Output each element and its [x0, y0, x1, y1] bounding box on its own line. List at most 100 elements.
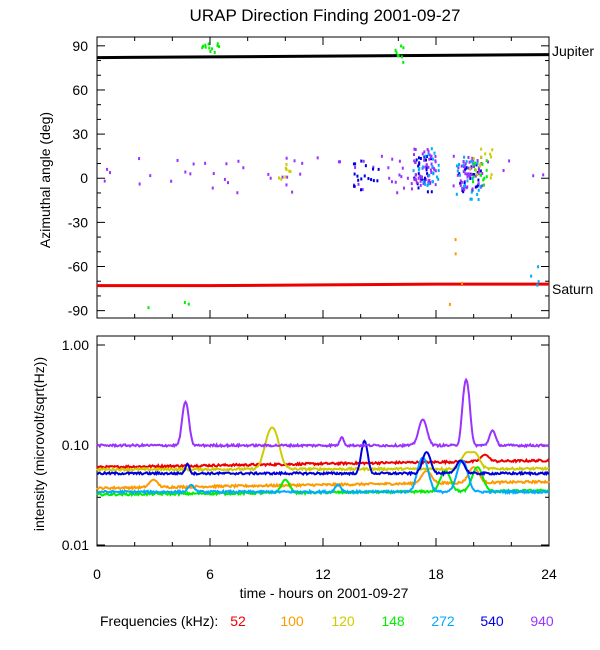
intensity-series-100 [96, 466, 550, 491]
azimuth-point-120 [490, 155, 493, 159]
azimuth-point-272 [470, 190, 473, 194]
azimuth-point-540 [370, 178, 373, 182]
azimuth-point-940 [471, 156, 474, 160]
azimuth-point-940 [401, 166, 404, 170]
azimuth-point-940 [464, 162, 467, 166]
azimuth-point-540 [458, 172, 461, 176]
azimuth-point-540 [465, 166, 468, 170]
azimuth-point-120 [280, 177, 283, 181]
azimuth-point-148 [204, 45, 207, 49]
azimuth-point-272 [417, 168, 420, 172]
azimuth-point-272 [437, 163, 440, 167]
azimuth-point-940 [428, 153, 431, 157]
azimuth-point-940 [463, 164, 466, 168]
azimuth-point-940 [236, 191, 239, 195]
azimuth-point-148 [202, 44, 205, 48]
azimuth-point-148 [395, 51, 398, 55]
azimuth-point-540 [353, 184, 356, 188]
azimuth-point-940 [426, 147, 429, 151]
azimuth-point-272 [424, 182, 427, 186]
azimuth-point-940 [542, 173, 545, 177]
azimuth-point-940 [357, 182, 360, 186]
azimuth-point-940 [414, 148, 417, 152]
azimuth-point-272 [427, 152, 430, 156]
azimuth-point-540 [417, 172, 420, 176]
azimuth-point-940 [466, 172, 469, 176]
intensity-ytick-label: 0.10 [62, 437, 89, 453]
azimuth-point-272 [427, 182, 430, 186]
azimuth-point-940 [427, 149, 430, 153]
azimuth-point-940 [430, 155, 433, 159]
x-tick-label: 12 [315, 566, 331, 582]
x-tick-label: 0 [93, 566, 101, 582]
azimuth-point-940 [481, 184, 484, 188]
azimuth-point-940 [461, 186, 464, 190]
azimuth-point-940 [281, 175, 284, 179]
intensity-series-540 [96, 439, 550, 477]
azimuth-point-120 [490, 173, 493, 177]
azimuth-point-540 [360, 177, 363, 181]
azimuth-point-148 [472, 175, 475, 179]
azimuth-point-148 [485, 168, 488, 172]
azimuth-ytick-label: 0 [80, 170, 88, 186]
azimuth-point-940 [427, 179, 430, 183]
azimuth-point-940 [237, 159, 240, 163]
azimuth-point-120 [478, 164, 481, 168]
azimuth-point-148 [213, 51, 216, 55]
azimuth-point-272 [462, 163, 465, 167]
azimuth-point-940 [413, 159, 416, 163]
x-tick-label: 18 [428, 566, 444, 582]
azimuth-point-272 [537, 280, 540, 284]
azimuth-point-940 [361, 188, 364, 192]
azimuth-point-540 [463, 181, 466, 185]
azimuth-point-940 [433, 167, 436, 171]
azimuth-point-940 [390, 180, 393, 184]
azimuth-point-540 [377, 167, 380, 171]
azimuth-point-940 [434, 160, 437, 164]
azimuth-point-272 [431, 180, 434, 184]
azimuth-ytick-label: -60 [68, 259, 88, 275]
azimuth-point-540 [459, 181, 462, 185]
azimuth-point-272 [431, 157, 434, 161]
azimuth-point-272 [476, 192, 479, 196]
azimuth-point-148 [482, 178, 485, 182]
azimuth-point-940 [380, 154, 383, 158]
azimuth-point-272 [422, 165, 425, 169]
azimuth-point-272 [437, 177, 440, 181]
azimuth-point-940 [269, 176, 272, 180]
azimuth-point-148 [216, 42, 219, 46]
azimuth-point-540 [479, 169, 482, 173]
azimuth-point-272 [433, 151, 436, 155]
azimuth-point-540 [367, 177, 370, 181]
azimuth-point-272 [530, 274, 533, 278]
azimuth-point-272 [465, 160, 468, 164]
azimuth-point-940 [459, 179, 462, 183]
intensity-ytick-label: 0.01 [62, 537, 89, 553]
azimuth-point-940 [184, 170, 187, 174]
intensity-panel: 1.00 0.10 0.01 [62, 335, 550, 553]
azimuth-point-940 [109, 171, 112, 175]
azimuth-point-940 [103, 179, 106, 183]
azimuth-point-272 [466, 179, 469, 183]
azimuth-point-272 [477, 197, 480, 201]
azimuth-point-540 [413, 176, 416, 180]
azimuth-point-540 [356, 174, 359, 178]
azimuth-point-940 [430, 162, 433, 166]
azimuth-point-148 [209, 49, 212, 53]
azimuth-point-940 [462, 160, 465, 164]
azimuth-point-100 [461, 281, 464, 285]
azimuth-point-940 [428, 181, 431, 185]
azimuth-frame [96, 36, 550, 319]
legend-entry-148: 148 [381, 613, 405, 629]
azimuth-point-940 [427, 165, 430, 169]
azimuth-point-940 [477, 172, 480, 176]
azimuth-point-540 [429, 157, 432, 161]
azimuth-point-940 [463, 188, 466, 192]
azimuth-point-272 [455, 192, 458, 196]
azimuth-point-940 [189, 172, 192, 176]
azimuth-point-940 [223, 177, 226, 181]
azimuth-point-148 [402, 60, 405, 64]
azimuth-point-272 [479, 184, 482, 188]
azimuth-point-940 [468, 160, 471, 164]
azimuth-point-120 [489, 176, 492, 180]
